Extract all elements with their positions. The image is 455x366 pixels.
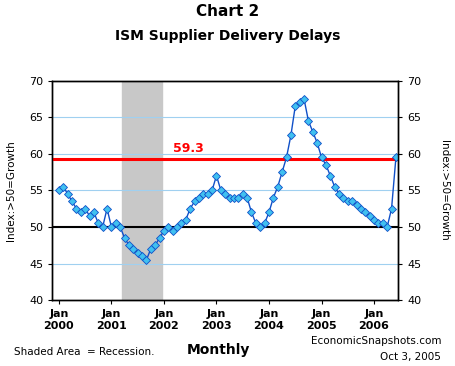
Text: Index:>50=Growth: Index:>50=Growth <box>439 140 449 241</box>
Text: Index:>50=Growth: Index:>50=Growth <box>6 140 16 241</box>
Text: EconomicSnapshots.com: EconomicSnapshots.com <box>311 336 441 346</box>
Text: Chart 2: Chart 2 <box>196 4 259 19</box>
Text: Oct 3, 2005: Oct 3, 2005 <box>380 352 441 362</box>
Text: Shaded Area  = Recession.: Shaded Area = Recession. <box>14 347 154 357</box>
Text: 59.3: 59.3 <box>173 142 203 155</box>
Bar <box>122 81 162 300</box>
Text: Monthly: Monthly <box>187 343 250 357</box>
Text: ISM Supplier Delivery Delays: ISM Supplier Delivery Delays <box>115 29 340 43</box>
